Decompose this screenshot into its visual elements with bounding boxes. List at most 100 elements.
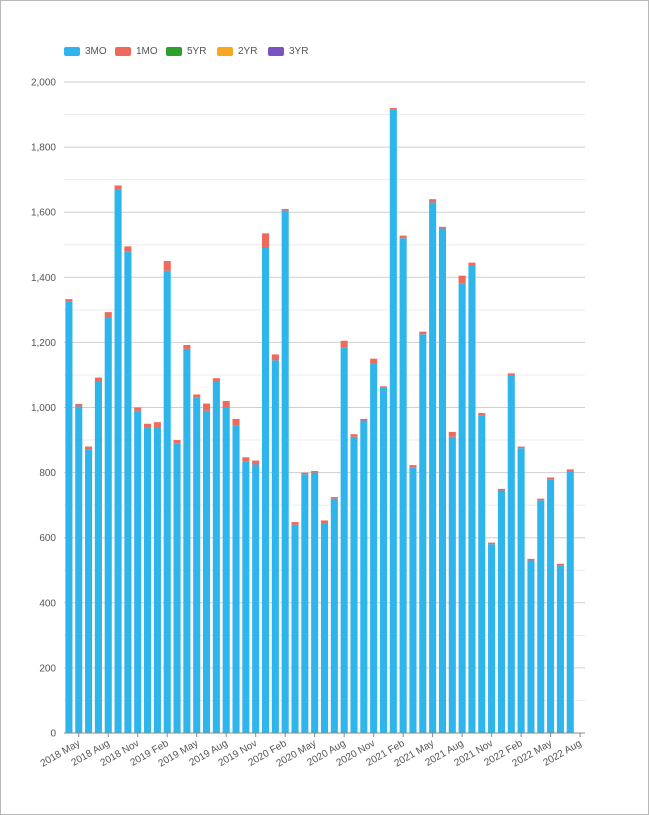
bar-segment-1mo[interactable] [497,488,505,491]
bar-segment-1mo[interactable] [517,446,525,449]
legend-item-2yr[interactable]: 2YR [217,46,268,57]
bar-segment-1mo[interactable] [232,418,240,426]
bar-segment-1mo[interactable] [360,418,368,421]
bar-segment-1mo[interactable] [94,377,102,382]
legend-item-3mo[interactable]: 3MO [64,46,115,57]
bar-segment-3mo[interactable] [507,374,515,733]
bar-segment-1mo[interactable] [419,331,427,335]
bar-segment-1mo[interactable] [389,108,397,110]
bar-segment-3mo[interactable] [163,270,171,733]
bar-segment-1mo[interactable] [438,226,447,229]
legend-item-3yr[interactable]: 3YR [268,46,319,57]
bar-segment-3mo[interactable] [261,248,270,733]
bar-segment-1mo[interactable] [261,233,270,249]
bar-segment-1mo[interactable] [566,469,574,471]
bar-segment-3mo[interactable] [212,381,220,733]
bar-segment-1mo[interactable] [202,403,211,411]
bar-segment-3mo[interactable] [419,334,427,733]
bar-segment-1mo[interactable] [399,235,407,239]
bar-segment-1mo[interactable] [242,457,250,462]
bar-segment-3mo[interactable] [94,381,102,733]
bar-segment-3mo[interactable] [330,498,338,733]
bar-segment-3mo[interactable] [566,470,574,733]
bar-segment-1mo[interactable] [65,299,73,302]
bar-segment-3mo[interactable] [252,464,260,733]
bar-segment-1mo[interactable] [429,199,437,203]
bar-segment-3mo[interactable] [134,410,142,733]
bar-segment-1mo[interactable] [85,446,93,450]
bar-segment-1mo[interactable] [183,345,191,349]
bar-segment-1mo[interactable] [379,386,388,388]
bar-segment-3mo[interactable] [488,544,496,733]
bar-segment-1mo[interactable] [222,400,230,408]
bar-segment-1mo[interactable] [301,472,309,475]
bar-segment-1mo[interactable] [350,434,358,437]
bar-segment-1mo[interactable] [163,261,171,271]
bar-segment-3mo[interactable] [193,397,201,733]
bar-segment-3mo[interactable] [340,347,348,733]
bar-segment-1mo[interactable] [488,542,496,545]
bar-segment-3mo[interactable] [547,479,555,733]
bar-segment-1mo[interactable] [134,407,142,411]
bar-segment-3mo[interactable] [222,407,230,734]
bar-segment-1mo[interactable] [458,275,466,284]
bar-segment-3mo[interactable] [291,524,299,733]
bar-segment-3mo[interactable] [271,360,279,733]
bar-segment-1mo[interactable] [556,563,564,566]
bar-segment-3mo[interactable] [104,317,112,733]
bar-segment-3mo[interactable] [360,420,368,733]
bar-segment-1mo[interactable] [547,477,555,480]
bar-segment-3mo[interactable] [438,228,447,733]
bar-segment-1mo[interactable] [144,423,152,428]
bar-segment-1mo[interactable] [409,465,417,468]
bar-segment-1mo[interactable] [114,185,122,190]
bar-segment-1mo[interactable] [271,354,279,361]
bar-segment-3mo[interactable] [65,301,73,733]
bar-segment-3mo[interactable] [497,490,505,733]
legend-item-1mo[interactable]: 1MO [115,46,166,57]
bar-segment-3mo[interactable] [409,467,417,733]
bar-segment-1mo[interactable] [340,340,348,348]
bar-segment-3mo[interactable] [556,565,564,733]
bar-segment-3mo[interactable] [183,348,191,733]
bar-segment-3mo[interactable] [124,251,132,733]
bar-segment-3mo[interactable] [517,448,525,733]
bar-segment-3mo[interactable] [114,189,122,734]
legend-item-5yr[interactable]: 5YR [166,46,217,57]
bar-segment-1mo[interactable] [330,497,338,499]
bar-segment-3mo[interactable] [350,436,358,733]
bar-segment-3mo[interactable] [389,109,397,734]
bar-segment-3mo[interactable] [153,427,161,733]
bar-segment-3mo[interactable] [458,283,466,733]
bar-segment-3mo[interactable] [202,410,211,733]
bar-segment-1mo[interactable] [153,422,161,428]
bar-segment-1mo[interactable] [370,358,378,364]
bar-segment-3mo[interactable] [320,523,329,733]
bar-segment-1mo[interactable] [537,498,545,501]
bar-segment-3mo[interactable] [85,449,93,733]
bar-segment-3mo[interactable] [301,474,309,733]
bar-segment-1mo[interactable] [468,262,476,266]
bar-segment-1mo[interactable] [173,440,181,444]
bar-segment-1mo[interactable] [281,208,289,211]
bar-segment-1mo[interactable] [291,522,299,525]
bar-segment-3mo[interactable] [399,238,407,734]
bar-segment-3mo[interactable] [242,461,250,733]
bar-segment-1mo[interactable] [507,373,515,375]
bar-segment-1mo[interactable] [212,378,220,382]
bar-segment-3mo[interactable] [537,500,545,733]
bar-segment-3mo[interactable] [468,265,476,733]
bar-segment-1mo[interactable] [124,246,132,252]
bar-segment-1mo[interactable] [252,460,260,465]
bar-segment-3mo[interactable] [379,387,388,733]
bar-segment-3mo[interactable] [311,472,319,733]
bar-segment-3mo[interactable] [232,425,240,733]
bar-segment-3mo[interactable] [281,210,289,733]
bar-segment-3mo[interactable] [75,406,83,733]
bar-segment-3mo[interactable] [144,427,152,733]
bar-segment-1mo[interactable] [320,520,329,524]
bar-segment-1mo[interactable] [193,394,201,398]
bar-segment-1mo[interactable] [448,431,456,437]
bar-segment-1mo[interactable] [104,312,112,318]
bar-segment-1mo[interactable] [75,403,83,407]
